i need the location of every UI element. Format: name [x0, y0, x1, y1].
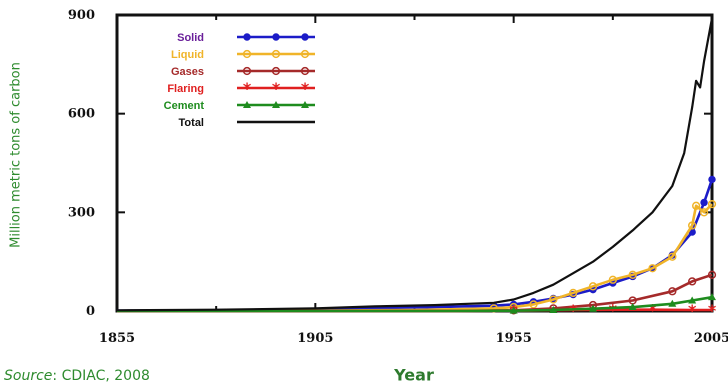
legend: Solid Liquid Gases Flaring * * * Cement Total — [164, 32, 315, 129]
data-point: * — [301, 79, 310, 98]
legend-label: Cement — [164, 100, 205, 112]
data-point — [668, 287, 677, 296]
data-point — [648, 264, 657, 273]
data-point — [688, 221, 697, 230]
data-point: * — [708, 301, 717, 320]
data-point — [300, 66, 310, 76]
data-point — [700, 198, 708, 207]
series-line-total — [116, 18, 714, 312]
data-point: * — [688, 301, 697, 320]
data-point — [569, 288, 578, 298]
legend-label: Liquid — [171, 49, 204, 61]
data-point: * — [648, 301, 657, 320]
data-point — [243, 101, 251, 108]
data-point — [707, 199, 717, 209]
data-point — [549, 306, 558, 314]
data-point — [509, 306, 518, 314]
data-point — [707, 270, 717, 279]
data-point — [688, 277, 697, 286]
series-liquid — [116, 199, 717, 313]
y-tick-label: 0 — [86, 304, 95, 319]
y-axis-label: Million metric tons of carbon — [8, 62, 24, 248]
axes — [115, 13, 714, 313]
legend-item-cement: Cement — [164, 100, 315, 112]
data-point — [628, 303, 637, 311]
data-point — [588, 282, 598, 291]
data-point: * — [243, 79, 252, 98]
data-point — [242, 49, 252, 59]
series-total — [116, 18, 714, 312]
series-cement — [117, 293, 716, 314]
series-line-liquid — [116, 203, 713, 313]
x-tick-label: 2005 — [694, 331, 728, 346]
data-point — [708, 293, 716, 301]
source-label: Source — [4, 368, 53, 384]
legend-label: Solid — [177, 32, 204, 44]
legend-item-solid: Solid — [177, 32, 315, 44]
data-point — [708, 175, 716, 184]
data-point — [699, 208, 709, 217]
legend-item-flaring: Flaring * * * — [167, 79, 315, 98]
legend-label: Total — [179, 117, 204, 129]
source-note: Source: CDIAC, 2008 — [4, 368, 150, 384]
data-point — [300, 49, 310, 59]
data-point — [668, 299, 677, 307]
x-axis-label: Year — [394, 365, 434, 385]
data-point — [271, 66, 281, 76]
data-point — [272, 33, 280, 41]
series-line-solid — [116, 178, 714, 312]
plot-frame — [115, 13, 714, 313]
x-tick-label: 1955 — [496, 331, 532, 346]
y-tick-label: 300 — [68, 205, 95, 220]
data-point — [628, 270, 637, 279]
legend-label: Gases — [171, 66, 204, 78]
data-point: * — [272, 79, 281, 98]
data-point — [529, 300, 538, 309]
series-layer: * * * * * * — [116, 18, 717, 321]
data-point — [668, 252, 677, 261]
data-point — [243, 33, 251, 41]
legend-item-total: Total — [179, 117, 315, 129]
data-point — [608, 275, 617, 284]
source-text: : CDIAC, 2008 — [52, 368, 150, 384]
axis-ticks: 0 300 600 900 1855 1905 1955 2005 — [68, 8, 728, 346]
data-point — [242, 66, 252, 76]
data-point — [549, 295, 558, 304]
data-point: * — [609, 301, 618, 320]
legend-label: Flaring — [167, 83, 204, 95]
series-solid — [116, 175, 716, 312]
data-point — [589, 304, 597, 312]
y-tick-label: 600 — [68, 107, 95, 122]
x-tick-label: 1855 — [99, 331, 135, 346]
y-tick-label: 900 — [68, 8, 95, 23]
legend-item-liquid: Liquid — [171, 49, 315, 61]
x-tick-label: 1905 — [297, 331, 333, 346]
data-point — [688, 296, 697, 304]
data-point — [301, 33, 309, 41]
data-point — [691, 201, 701, 210]
data-point — [272, 101, 280, 108]
data-point — [271, 49, 281, 59]
legend-item-gases: Gases — [171, 66, 315, 78]
data-point — [301, 101, 309, 108]
